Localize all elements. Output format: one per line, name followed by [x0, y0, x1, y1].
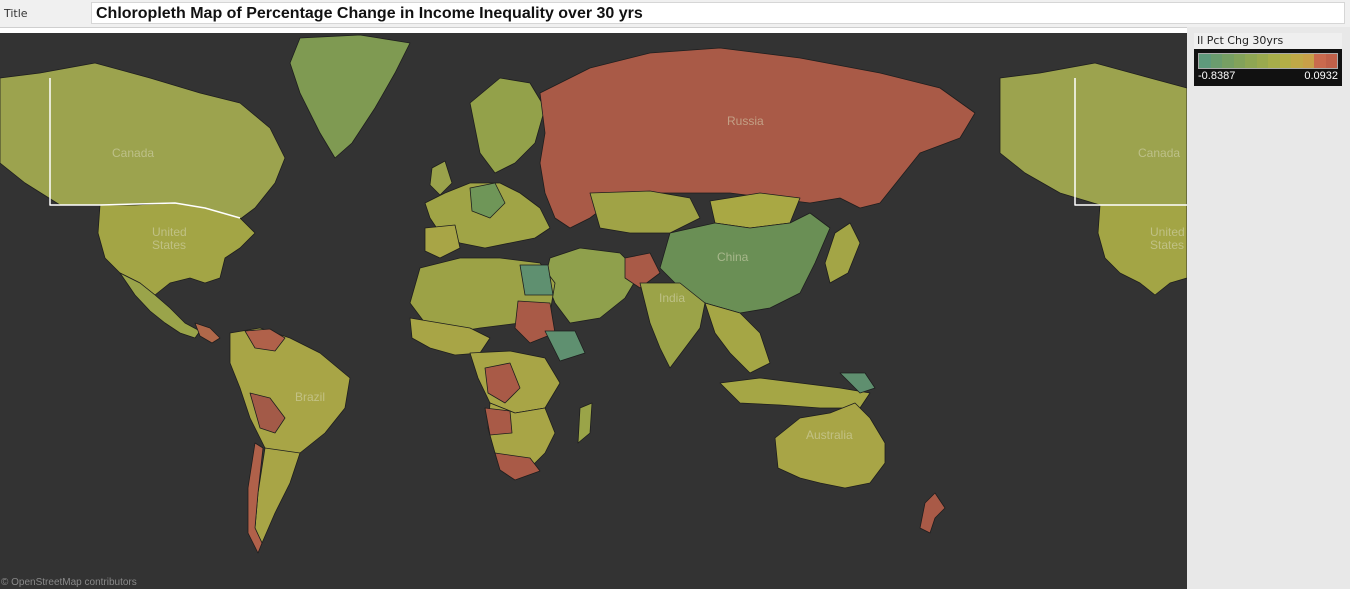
- region-uk[interactable]: [429, 160, 453, 196]
- color-legend[interactable]: Il Pct Chg 30yrs -0.8387 0.0932: [1194, 33, 1342, 86]
- legend-ramp-step: [1291, 54, 1303, 68]
- label-brazil: Brazil: [295, 390, 325, 404]
- region-chile[interactable]: [247, 442, 264, 554]
- label-canada: Canada: [112, 146, 154, 160]
- region-ethiopia[interactable]: [544, 330, 586, 362]
- map-attribution[interactable]: © OpenStreetMap contributors: [1, 577, 137, 588]
- side-panel: Il Pct Chg 30yrs -0.8387 0.0932: [1187, 27, 1350, 589]
- region-madagascar[interactable]: [577, 402, 593, 444]
- region-scandinavia[interactable]: [469, 77, 546, 174]
- legend-ramp-step: [1199, 54, 1211, 68]
- region-sudan[interactable]: [514, 300, 556, 344]
- region-south-america-north[interactable]: [229, 327, 351, 464]
- legend-ramp-step: [1279, 54, 1291, 68]
- legend-ramp-step: [1222, 54, 1234, 68]
- region-mexico[interactable]: [119, 272, 201, 339]
- legend-ramp-step: [1256, 54, 1268, 68]
- choropleth-map[interactable]: Russia Canada Canada United States United…: [0, 33, 1187, 589]
- legend-ramp-step: [1233, 54, 1245, 68]
- region-canada[interactable]: [0, 62, 286, 224]
- legend-title: Il Pct Chg 30yrs: [1194, 33, 1342, 49]
- legend-color-ramp: [1198, 53, 1338, 69]
- region-iberia[interactable]: [424, 224, 461, 259]
- region-india[interactable]: [639, 282, 706, 369]
- legend-ramp-step: [1210, 54, 1222, 68]
- legend-ramp-step: [1245, 54, 1257, 68]
- region-mongolia[interactable]: [709, 192, 801, 229]
- region-australia[interactable]: [774, 402, 886, 489]
- region-peru-bolivia[interactable]: [249, 392, 286, 434]
- us-canada-border: [49, 78, 241, 219]
- region-congo[interactable]: [484, 362, 521, 404]
- title-bar: Title Chloropleth Map of Percentage Chan…: [0, 0, 1350, 28]
- region-japan[interactable]: [824, 222, 861, 284]
- legend-ramp-step: [1302, 54, 1314, 68]
- region-central-america[interactable]: [194, 322, 221, 344]
- legend-ramp-step: [1325, 54, 1337, 68]
- label-china: China: [717, 250, 749, 264]
- label-united-states-repeat: United States: [1150, 225, 1185, 252]
- title-field-label: Title: [4, 7, 28, 20]
- label-australia: Australia: [806, 428, 853, 442]
- region-canada-repeat[interactable]: [999, 62, 1187, 206]
- legend-min-label: -0.8387: [1198, 70, 1236, 82]
- legend-ramp-step: [1268, 54, 1280, 68]
- region-united-states-repeat[interactable]: [1097, 204, 1187, 296]
- label-india: India: [659, 291, 685, 305]
- page-title: Chloropleth Map of Percentage Change in …: [96, 5, 643, 22]
- region-kazakhstan[interactable]: [589, 190, 701, 234]
- label-russia: Russia: [727, 114, 764, 128]
- label-canada-repeat: Canada: [1138, 146, 1180, 160]
- label-united-states: United States: [152, 225, 187, 252]
- title-box: Chloropleth Map of Percentage Change in …: [91, 2, 1345, 24]
- region-russia[interactable]: [539, 47, 976, 229]
- region-afghanistan[interactable]: [624, 252, 661, 289]
- region-southeast-asia[interactable]: [704, 302, 771, 374]
- legend-max-label: 0.0932: [1304, 70, 1338, 82]
- region-angola[interactable]: [484, 407, 513, 436]
- region-venezuela[interactable]: [244, 328, 286, 352]
- region-new-zealand[interactable]: [919, 492, 946, 534]
- legend-ramp-step: [1314, 54, 1326, 68]
- region-egypt[interactable]: [519, 264, 554, 296]
- region-europe-central[interactable]: [469, 182, 506, 219]
- region-south-africa[interactable]: [494, 452, 541, 481]
- region-papua[interactable]: [839, 372, 876, 394]
- map-svg[interactable]: Russia Canada Canada United States United…: [0, 33, 1187, 589]
- us-canada-border-repeat: [1074, 78, 1187, 206]
- region-greenland[interactable]: [289, 34, 411, 159]
- region-indonesia[interactable]: [719, 377, 871, 409]
